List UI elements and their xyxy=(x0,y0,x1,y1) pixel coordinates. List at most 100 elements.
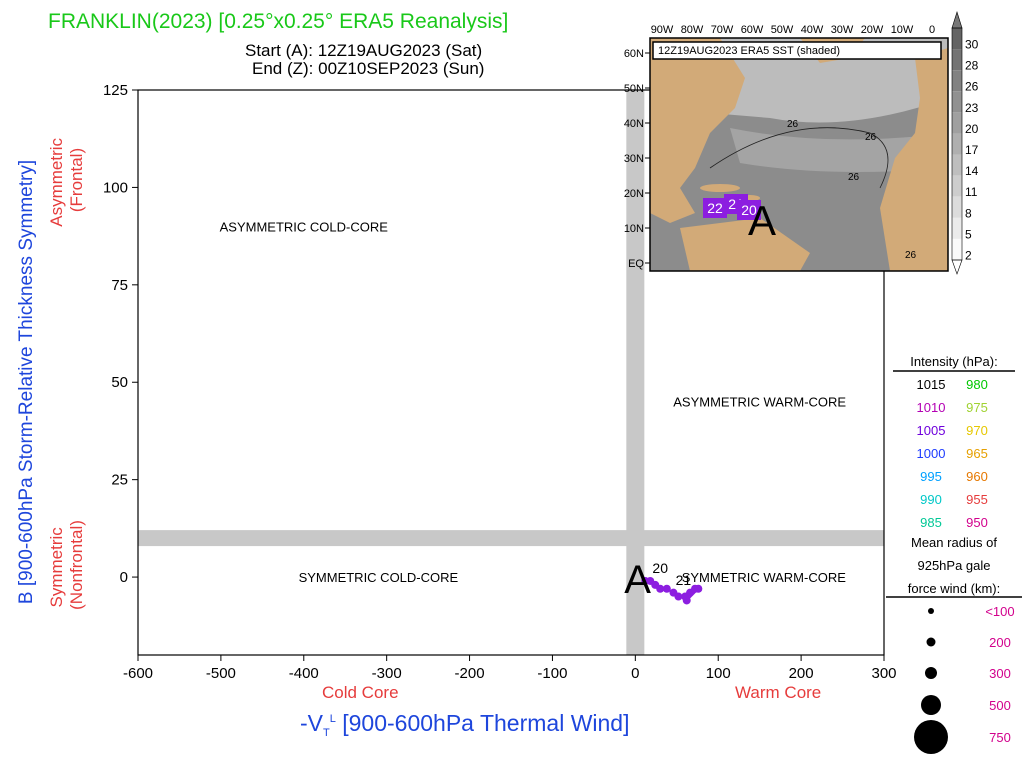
intensity-right-value: 970 xyxy=(966,423,988,438)
colorbar-label: 17 xyxy=(965,143,979,157)
inset-label: 12Z19AUG2023 ERA5 SST (shaded) xyxy=(658,45,840,57)
colorbar-segment xyxy=(952,28,962,50)
y-tick-label: 25 xyxy=(111,472,128,489)
vertical-threshold-band xyxy=(626,90,645,655)
colorbar-segment xyxy=(952,91,962,113)
inset-lat-label: EQ xyxy=(628,258,644,270)
quadrant-label: ASYMMETRIC COLD-CORE xyxy=(220,219,389,234)
x-tick-label: 0 xyxy=(631,665,639,682)
radius-legend-value: 300 xyxy=(989,666,1011,681)
inset-lon-label: 60W xyxy=(741,24,764,36)
track-day-label: 20 xyxy=(652,560,668,576)
inset-lon-label: 20W xyxy=(861,24,884,36)
colorbar-label: 2 xyxy=(965,248,972,262)
intensity-right-value: 980 xyxy=(966,377,988,392)
x-tick-label: -500 xyxy=(206,665,236,682)
radius-legend-value: 200 xyxy=(989,635,1011,650)
radius-legend-title: 925hPa gale xyxy=(917,558,990,573)
colorbar-frame xyxy=(951,27,963,261)
inset-contour-label: 26 xyxy=(848,172,860,183)
quadrant-label: SYMMETRIC COLD-CORE xyxy=(299,570,459,585)
quadrant-label: SYMMETRIC WARM-CORE xyxy=(682,570,847,585)
y-tick-label: 50 xyxy=(111,374,128,391)
y-axis-title: B [900-600hPa Storm-Relative Thickness S… xyxy=(16,160,37,604)
radius-legend-value: <100 xyxy=(985,604,1014,619)
intensity-left-value: 1005 xyxy=(917,423,946,438)
inset-mid-water xyxy=(730,128,948,172)
intensity-legend-title: Intensity (hPa): xyxy=(910,354,997,369)
radius-legend-value: 500 xyxy=(989,698,1011,713)
inset-lon-label: 0 xyxy=(929,24,935,36)
y-tick-label: 75 xyxy=(111,277,128,294)
inset-lon-label: 40W xyxy=(801,24,824,36)
colorbar-top-arrow xyxy=(951,10,963,29)
inset-contour-label: 26 xyxy=(787,119,799,130)
colorbar-segment xyxy=(952,154,962,176)
x-axis-right-note: Warm Core xyxy=(735,683,821,702)
track-start-marker: A xyxy=(624,558,651,602)
y-tick-label: 0 xyxy=(120,569,128,586)
x-axis-title: -VTL [900-600hPa Thermal Wind] xyxy=(300,710,629,739)
x-tick-label: 300 xyxy=(871,665,896,682)
intensity-left-value: 990 xyxy=(920,492,942,507)
radius-legend-dot xyxy=(925,667,937,679)
intensity-left-value: 1000 xyxy=(917,446,946,461)
inset-lon-label: 50W xyxy=(771,24,794,36)
inset-contour-label: 26 xyxy=(905,250,917,261)
x-tick-label: 200 xyxy=(789,665,814,682)
plot-frame xyxy=(137,89,885,656)
inset-land-europe-africa xyxy=(880,48,948,271)
track-day-label: 21 xyxy=(676,572,692,588)
x-tick-label: -300 xyxy=(372,665,402,682)
colorbar-segment xyxy=(952,49,962,71)
radius-legend-title: Mean radius of xyxy=(911,535,997,550)
x-axis-left-note: Cold Core xyxy=(322,683,399,702)
x-tick-label: -600 xyxy=(123,665,153,682)
colorbar-label: 5 xyxy=(965,227,972,241)
radius-legend-dot xyxy=(926,637,936,647)
colorbar-label: 11 xyxy=(965,185,978,199)
colorbar-segment xyxy=(952,217,962,239)
colorbar-label: 20 xyxy=(965,122,979,136)
intensity-right-value: 960 xyxy=(966,469,988,484)
intensity-left-value: 985 xyxy=(920,515,942,530)
radius-legend-dot xyxy=(928,608,934,614)
quadrant-label: ASYMMETRIC WARM-CORE xyxy=(673,395,846,410)
colorbar-segment xyxy=(952,70,962,92)
track-point xyxy=(674,592,683,601)
track-point xyxy=(694,584,703,593)
inset-lon-label: 90W xyxy=(651,24,674,36)
inset-start-marker: A xyxy=(748,197,776,244)
inset-lon-label: 10W xyxy=(891,24,914,36)
colorbar-label: 8 xyxy=(965,206,972,220)
x-tick-label: -400 xyxy=(289,665,319,682)
y-tick-label: 125 xyxy=(103,82,128,99)
colorbar-segment xyxy=(952,133,962,155)
y-axis-bottom-note: Symmetric (Nonfrontal) xyxy=(47,520,86,610)
colorbar-label: 23 xyxy=(965,101,979,115)
inset-track-label: 22 xyxy=(707,200,723,216)
track-point xyxy=(656,584,665,593)
inset-sst-map: 26 26 26 26 12Z19AUG2023 ERA5 SST (shaded) 90… xyxy=(624,10,979,275)
intensity-left-value: 1015 xyxy=(917,377,946,392)
x-tick-label: -200 xyxy=(455,665,485,682)
inset-lat-label: 20N xyxy=(624,188,644,200)
inset-lat-label: 50N xyxy=(624,83,644,95)
colorbar-bottom-arrow xyxy=(951,259,963,275)
radius-legend-value: 750 xyxy=(989,730,1011,745)
inset-land-south-america xyxy=(680,218,810,271)
inset-track-box xyxy=(703,198,727,218)
colorbar-label: 26 xyxy=(965,80,979,94)
end-label: End (Z): 00Z10SEP2023 (Sun) xyxy=(252,59,484,78)
intensity-right-value: 965 xyxy=(966,446,988,461)
y-axis-bottom-note-line1: Symmetric xyxy=(47,527,66,608)
inset-lat-label: 30N xyxy=(624,153,644,165)
radius-legend-title: force wind (km): xyxy=(908,581,1000,596)
inset-track-box xyxy=(737,200,761,220)
inset-label-box xyxy=(652,41,942,60)
track-point xyxy=(662,584,671,593)
intensity-left-value: 1010 xyxy=(917,400,946,415)
inset-frame xyxy=(649,37,949,272)
inset-lat-label: 10N xyxy=(624,223,644,235)
